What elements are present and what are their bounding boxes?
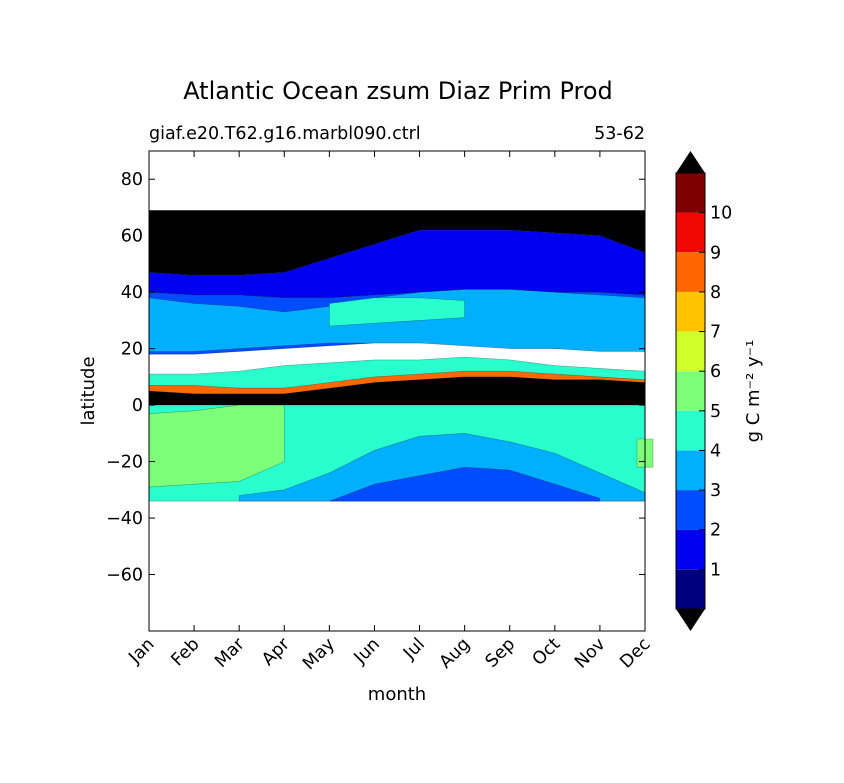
chart-title: Atlantic Ocean zsum Diaz Prim Prod <box>183 77 613 105</box>
y-axis-label: latitude <box>78 356 99 425</box>
colorbar-tick-label: 7 <box>710 323 721 343</box>
colorbar-band <box>676 173 705 213</box>
colorbar-tick-label: 4 <box>710 441 721 461</box>
y-tick-label: 40 <box>121 283 143 303</box>
colorbar-band <box>676 371 705 411</box>
colorbar-tick-label: 2 <box>710 521 721 541</box>
colorbar-frame <box>675 172 706 610</box>
colorbar-tick-label: 6 <box>710 362 721 382</box>
colorbar-tick-label: 8 <box>710 283 721 303</box>
colorbar-tick-label: 3 <box>710 481 721 501</box>
colorbar-over-arrow <box>676 151 705 173</box>
colorbar-tick-label: 5 <box>710 402 721 422</box>
contour-regions <box>148 210 654 502</box>
x-tick-label: May <box>299 634 339 674</box>
y-tick-label: −60 <box>106 566 143 586</box>
plot-area: 80 60 40 20 0 −20 −40 −60 Jan Feb Mar Apr May Jun Jul… <box>106 150 655 674</box>
contour-region-north-patch <box>329 297 465 327</box>
y-tick-label: 20 <box>121 340 143 360</box>
x-tick-label: Aug <box>436 634 474 672</box>
colorbar-band <box>676 529 705 570</box>
colorbar-under-arrow <box>676 609 705 631</box>
colorbar: 1 2 3 4 5 6 7 8 9 10 <box>675 151 732 631</box>
colorbar-band <box>676 410 705 451</box>
contour-region-south-core <box>329 466 601 502</box>
colorbar-band <box>676 291 705 332</box>
y-tick-label: −20 <box>106 453 143 473</box>
x-tick-label: Jun <box>350 634 384 668</box>
y-tick-label: 0 <box>132 396 143 416</box>
colorbar-band <box>676 569 705 609</box>
colorbar-tick-label: 1 <box>710 560 721 580</box>
x-tick-label: Dec <box>616 634 654 672</box>
colorbar-band <box>676 212 705 253</box>
x-tick-label: Sep <box>482 634 519 671</box>
chart-subtitle-right: 53-62 <box>594 124 645 144</box>
contour-region-south-green <box>148 404 285 488</box>
contour-region-arctic-band <box>149 210 645 276</box>
contour-region-equatorial <box>149 376 645 406</box>
y-tick-label: −40 <box>106 509 143 529</box>
y-tick-label: 60 <box>121 227 143 247</box>
x-tick-label: Apr <box>258 634 294 670</box>
colorbar-band <box>676 490 705 530</box>
colorbar-label: g C m⁻² y⁻¹ <box>743 340 764 443</box>
x-tick-label: Jan <box>125 634 159 668</box>
colorbar-tick-label: 9 <box>710 243 721 263</box>
x-tick-label: Feb <box>168 634 204 670</box>
chart-subtitle-left: giaf.e20.T62.g16.marbl090.ctrl <box>149 124 421 144</box>
colorbar-band <box>676 252 705 292</box>
x-tick-label: Mar <box>211 634 249 672</box>
x-tick-label: Oct <box>529 634 565 670</box>
x-axis-label: month <box>368 684 426 705</box>
y-axis: 80 60 40 20 0 −20 −40 −60 <box>106 170 645 586</box>
x-tick-label: Jul <box>399 634 429 664</box>
y-tick-label: 80 <box>121 170 143 190</box>
plot-frame <box>148 150 646 632</box>
colorbar-band <box>676 331 705 372</box>
colorbar-band <box>676 450 705 491</box>
x-tick-label: Nov <box>571 634 609 672</box>
colorbar-tick-label: 10 <box>710 204 732 224</box>
